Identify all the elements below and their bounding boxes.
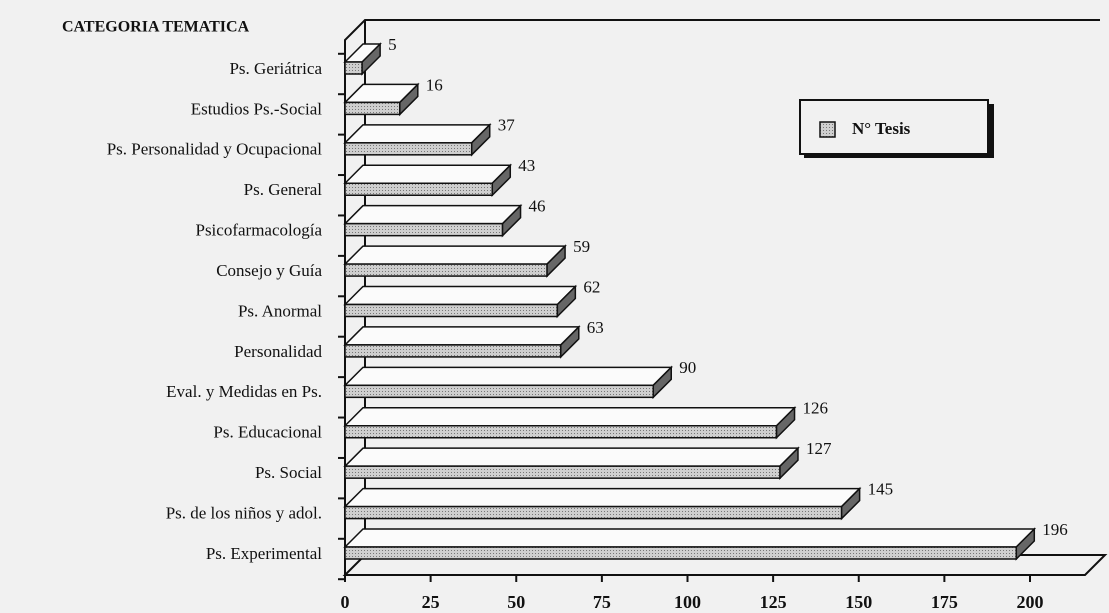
bar-front xyxy=(344,182,494,196)
bar-front xyxy=(344,384,654,399)
bar xyxy=(343,82,420,117)
bar-front xyxy=(344,222,504,237)
y-tick-label: Consejo y Guía xyxy=(216,261,322,280)
x-tick-label: 150 xyxy=(845,592,872,612)
bar-front xyxy=(344,465,781,479)
y-tick-label: Ps. Experimental xyxy=(206,544,322,563)
y-tick-label: Psicofarmacología xyxy=(195,221,322,240)
bar-top xyxy=(343,487,862,508)
x-tick-label: 50 xyxy=(507,592,525,612)
value-label: 196 xyxy=(1042,520,1068,539)
bar-front xyxy=(344,263,548,277)
y-tick-label: Eval. y Medidas en Ps. xyxy=(166,382,322,401)
value-label: 59 xyxy=(573,237,590,256)
bar xyxy=(343,203,523,238)
bar-side xyxy=(470,123,491,157)
y-tick-label: Estudios Ps.-Social xyxy=(191,99,323,118)
bar xyxy=(343,244,567,278)
value-label: 16 xyxy=(426,75,443,94)
bar xyxy=(343,527,1037,561)
bar-side xyxy=(556,284,577,319)
bar-top xyxy=(343,528,1037,548)
bar-front xyxy=(344,142,473,156)
y-tick-label: Ps. Anormal xyxy=(238,301,322,320)
bar-top xyxy=(343,164,513,184)
bar-side xyxy=(491,163,512,198)
value-label: 63 xyxy=(587,318,604,337)
bar xyxy=(343,163,513,198)
value-label: 127 xyxy=(806,439,832,458)
bar-side xyxy=(361,42,381,76)
bar-top xyxy=(343,447,800,467)
bar-front xyxy=(344,303,559,318)
bar-top xyxy=(343,407,797,427)
bar-side xyxy=(501,203,522,238)
value-label: 5 xyxy=(388,35,397,54)
value-label: 62 xyxy=(583,277,600,296)
value-label: 46 xyxy=(529,197,546,216)
bar-front xyxy=(344,61,363,75)
value-label: 126 xyxy=(803,399,829,418)
legend-label: N° Tesis xyxy=(852,119,911,138)
chart-title: CATEGORIA TEMATICA xyxy=(62,19,250,36)
bar-side xyxy=(779,446,799,480)
bar-top xyxy=(343,204,523,225)
bar xyxy=(343,325,581,359)
x-tick-label: 100 xyxy=(674,592,701,612)
bar xyxy=(343,446,800,480)
bar-side xyxy=(1015,527,1036,561)
bar-front xyxy=(344,546,1018,560)
y-tick-label: Ps. Personalidad y Ocupacional xyxy=(107,140,323,159)
bar-side xyxy=(399,82,419,117)
bar xyxy=(343,405,797,440)
bar-top xyxy=(343,245,567,265)
bar xyxy=(343,365,674,400)
bar-side xyxy=(560,325,580,359)
bar-top xyxy=(343,326,581,346)
y-tick-label: Ps. de los niños y adol. xyxy=(166,503,322,522)
bar-front xyxy=(344,101,401,116)
value-label: 37 xyxy=(498,116,515,135)
bar-front xyxy=(344,505,843,520)
bar-top xyxy=(343,124,492,144)
bar xyxy=(343,284,578,319)
bar-side xyxy=(840,486,861,521)
y-tick-label: Personalidad xyxy=(234,342,322,361)
bar-front xyxy=(344,425,778,439)
x-tick-label: 75 xyxy=(593,592,611,612)
value-label: 43 xyxy=(518,156,535,175)
bar-side xyxy=(652,365,672,400)
bar-top xyxy=(343,366,674,387)
y-tick-label: Ps. Social xyxy=(255,463,322,482)
bar xyxy=(343,123,492,157)
legend-swatch xyxy=(819,121,836,138)
x-tick-label: 200 xyxy=(1017,592,1044,612)
bar-front xyxy=(344,344,562,358)
y-tick-label: Ps. General xyxy=(244,180,323,199)
bar-side xyxy=(546,244,566,278)
x-tick-label: 175 xyxy=(931,592,958,612)
y-tick-label: Ps. Educacional xyxy=(213,423,322,442)
x-tick-label: 0 xyxy=(341,592,350,612)
x-tick-label: 25 xyxy=(422,592,440,612)
value-label: 145 xyxy=(868,479,894,498)
legend: N° Tesis xyxy=(799,99,994,158)
bar-top xyxy=(343,285,578,306)
bar-side xyxy=(775,405,796,440)
value-label: 90 xyxy=(679,358,696,377)
y-tick-label: Ps. Geriátrica xyxy=(229,59,322,78)
bar xyxy=(343,42,382,76)
x-tick-label: 125 xyxy=(760,592,787,612)
bar xyxy=(343,486,862,521)
